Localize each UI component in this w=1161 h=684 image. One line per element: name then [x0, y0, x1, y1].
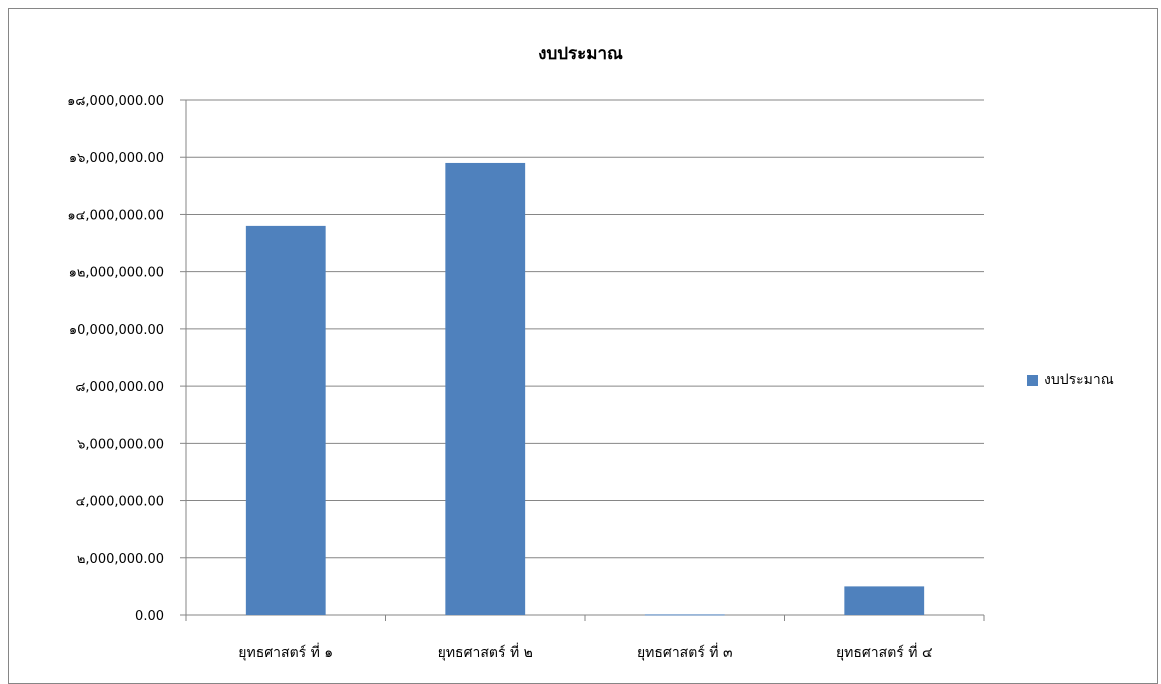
y-tick-label: ๑๒,000,000.00 — [69, 266, 164, 281]
chart-frame — [8, 8, 1158, 684]
y-tick-label: ๑๖,000,000.00 — [69, 151, 164, 166]
legend-label: งบประมาณ — [1044, 372, 1114, 388]
x-category-label: ยุทธศาสตร์ ที่ ๑ — [238, 643, 333, 661]
legend-swatch — [1027, 374, 1038, 386]
legend: งบประมาณ — [1027, 369, 1114, 391]
y-tick-label: ๒,000,000.00 — [77, 552, 164, 567]
bar — [245, 225, 326, 615]
x-category-label: ยุทธศาสตร์ ที่ ๔ — [836, 643, 933, 661]
chart-title: งบประมาณ — [538, 44, 623, 64]
y-tick-label: 0.00 — [135, 609, 164, 624]
x-category-label: ยุทธศาสตร์ ที่ ๓ — [637, 643, 733, 661]
y-tick-label: ๑๔,000,000.00 — [67, 208, 164, 223]
x-category-label: ยุทธศาสตร์ ที่ ๒ — [438, 643, 533, 661]
y-tick-label: ๘,000,000.00 — [75, 380, 164, 395]
bar — [445, 162, 526, 615]
y-tick-label: ๑๘,000,000.00 — [67, 94, 164, 109]
y-tick-label: ๑0,000,000.00 — [69, 323, 164, 338]
y-tick-label: ๔,000,000.00 — [76, 495, 164, 510]
bar — [644, 614, 725, 616]
y-tick-label: ๖,000,000.00 — [77, 437, 164, 452]
bar — [844, 586, 925, 615]
